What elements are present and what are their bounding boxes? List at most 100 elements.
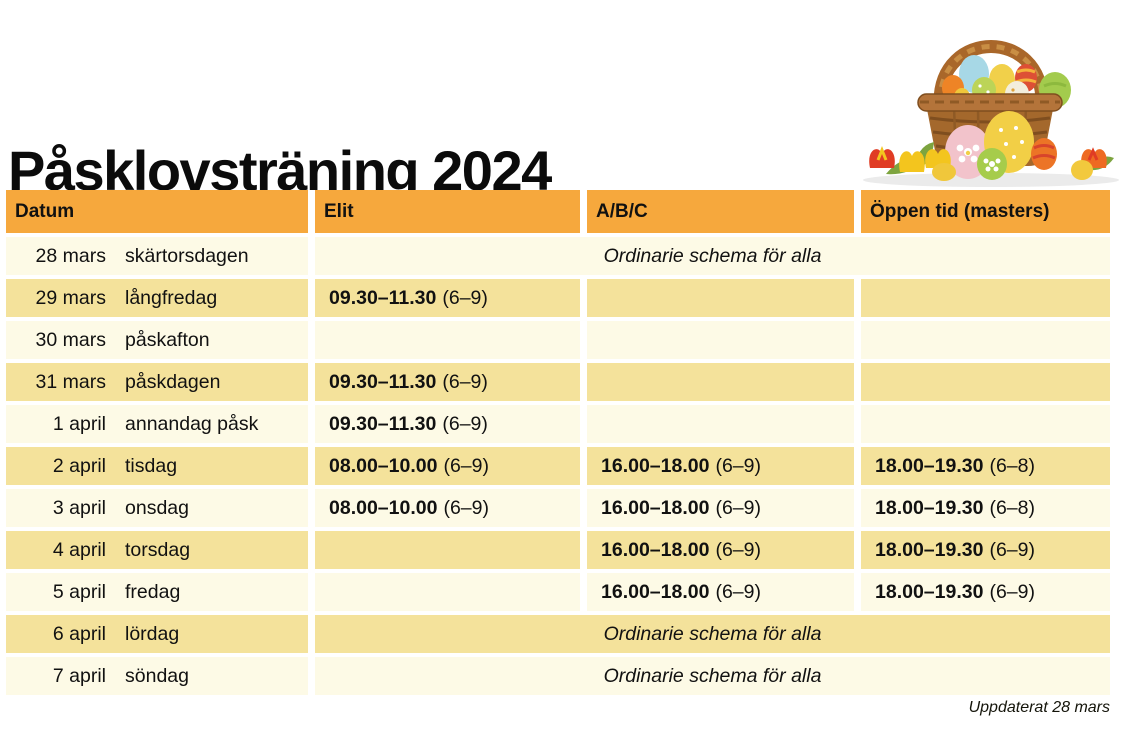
- oppen-tid-cell: [861, 279, 1110, 317]
- abc-cell: [587, 321, 854, 359]
- oppen-tid-cell: 18.00–19.30 (6–8): [861, 489, 1110, 527]
- abc-cell: 16.00–18.00 (6–9): [587, 447, 854, 485]
- time-range: 08.00–10.00: [329, 454, 438, 477]
- date-cell: 6 april lördag: [6, 615, 308, 653]
- day-label: lördag: [125, 622, 180, 645]
- group-range: (6–9): [989, 538, 1035, 561]
- date-label: 2 april: [52, 454, 106, 477]
- time-range: 08.00–10.00: [329, 496, 438, 519]
- table-row: 1 april annandag påsk 09.30–11.30 (6–9): [6, 405, 1110, 443]
- time-range: 16.00–18.00: [601, 580, 710, 603]
- oppen-tid-cell: 18.00–19.30 (6–9): [861, 573, 1110, 611]
- oppen-tid-cell: 18.00–19.30 (6–9): [861, 531, 1110, 569]
- date-cell: 29 mars långfredag: [6, 279, 308, 317]
- date-cell: 7 april söndag: [6, 657, 308, 695]
- group-range: (6–9): [715, 496, 761, 519]
- date-cell: 3 april onsdag: [6, 489, 308, 527]
- time-range: 09.30–11.30: [329, 286, 437, 309]
- table-row: 30 mars påskafton: [6, 321, 1110, 359]
- date-label: 3 april: [52, 496, 106, 519]
- date-label: 6 april: [52, 622, 106, 645]
- group-range: (6–8): [989, 496, 1035, 519]
- day-label: påskdagen: [125, 370, 221, 393]
- time-range: 09.30–11.30: [329, 412, 437, 435]
- table-row: 29 mars långfredag 09.30–11.30 (6–9): [6, 279, 1110, 317]
- page-title: Påsklovsträning 2024: [8, 138, 552, 202]
- time-range: 18.00–19.30: [875, 538, 984, 561]
- column-header-oppen-tid: Öppen tid (masters): [861, 190, 1110, 233]
- day-label: långfredag: [125, 286, 218, 309]
- day-label: skärtorsdagen: [125, 244, 249, 267]
- abc-cell: 16.00–18.00 (6–9): [587, 573, 854, 611]
- elit-cell: 08.00–10.00 (6–9): [315, 447, 580, 485]
- training-schedule-table: Datum Elit A/B/C Öppen tid (masters) 28 …: [6, 190, 1110, 699]
- column-header-abc: A/B/C: [587, 190, 854, 233]
- day-label: onsdag: [125, 496, 189, 519]
- abc-cell: 16.00–18.00 (6–9): [587, 531, 854, 569]
- day-label: fredag: [125, 580, 181, 603]
- table-row: 2 april tisdag 08.00–10.00 (6–9) 16.00–1…: [6, 447, 1110, 485]
- elit-cell: [315, 321, 580, 359]
- date-cell: 30 mars påskafton: [6, 321, 308, 359]
- date-cell: 28 mars skärtorsdagen: [6, 237, 308, 275]
- group-range: (6–9): [442, 412, 488, 435]
- elit-cell: 09.30–11.30 (6–9): [315, 405, 580, 443]
- time-range: 16.00–18.00: [601, 454, 710, 477]
- time-range: 18.00–19.30: [875, 454, 984, 477]
- elit-cell: 09.30–11.30 (6–9): [315, 363, 580, 401]
- table-row: 7 april söndag Ordinarie schema för alla: [6, 657, 1110, 695]
- elit-cell: 09.30–11.30 (6–9): [315, 279, 580, 317]
- oppen-tid-cell: [861, 405, 1110, 443]
- date-label: 4 april: [52, 538, 106, 561]
- date-cell: 5 april fredag: [6, 573, 308, 611]
- oppen-tid-cell: 18.00–19.30 (6–8): [861, 447, 1110, 485]
- time-range: 16.00–18.00: [601, 538, 710, 561]
- abc-cell: [587, 279, 854, 317]
- day-label: torsdag: [125, 538, 191, 561]
- date-cell: 4 april torsdag: [6, 531, 308, 569]
- date-cell: 31 mars påskdagen: [6, 363, 308, 401]
- abc-cell: [587, 405, 854, 443]
- elit-cell: [315, 573, 580, 611]
- day-label: annandag påsk: [125, 412, 259, 435]
- schedule-note: Ordinarie schema för alla: [315, 657, 1110, 695]
- day-label: påskafton: [125, 328, 210, 351]
- group-range: (6–9): [989, 580, 1035, 603]
- time-range: 18.00–19.30: [875, 580, 984, 603]
- time-range: 18.00–19.30: [875, 496, 984, 519]
- column-header-datum: Datum: [6, 190, 308, 233]
- time-range: 16.00–18.00: [601, 496, 710, 519]
- day-label: tisdag: [125, 454, 178, 477]
- oppen-tid-cell: [861, 363, 1110, 401]
- date-cell: 2 april tisdag: [6, 447, 308, 485]
- date-label: 30 mars: [35, 328, 106, 351]
- table-row: 3 april onsdag 08.00–10.00 (6–9) 16.00–1…: [6, 489, 1110, 527]
- date-label: 31 mars: [35, 370, 106, 393]
- elit-cell: 08.00–10.00 (6–9): [315, 489, 580, 527]
- updated-note: Uppdaterat 28 mars: [968, 699, 1110, 716]
- elit-cell: [315, 531, 580, 569]
- group-range: (6–9): [715, 580, 761, 603]
- group-range: (6–9): [715, 538, 761, 561]
- table-header-row: Datum Elit A/B/C Öppen tid (masters): [6, 190, 1110, 233]
- date-label: 7 april: [52, 664, 106, 687]
- table-row: 5 april fredag 16.00–18.00 (6–9) 18.00–1…: [6, 573, 1110, 611]
- table-row: 6 april lördag Ordinarie schema för alla: [6, 615, 1110, 653]
- column-header-elit: Elit: [315, 190, 580, 233]
- date-label: 5 april: [52, 580, 106, 603]
- group-range: (6–9): [443, 454, 489, 477]
- oppen-tid-cell: [861, 321, 1110, 359]
- easter-basket-image: [863, 40, 1119, 187]
- schedule-note: Ordinarie schema för alla: [315, 237, 1110, 275]
- group-range: (6–9): [442, 286, 488, 309]
- group-range: (6–9): [443, 496, 489, 519]
- table-row: 4 april torsdag 16.00–18.00 (6–9) 18.00–…: [6, 531, 1110, 569]
- table-row: 31 mars påskdagen 09.30–11.30 (6–9): [6, 363, 1110, 401]
- group-range: (6–9): [442, 370, 488, 393]
- schedule-note: Ordinarie schema för alla: [315, 615, 1110, 653]
- day-label: söndag: [125, 664, 189, 687]
- time-range: 09.30–11.30: [329, 370, 437, 393]
- abc-cell: 16.00–18.00 (6–9): [587, 489, 854, 527]
- date-label: 29 mars: [35, 286, 106, 309]
